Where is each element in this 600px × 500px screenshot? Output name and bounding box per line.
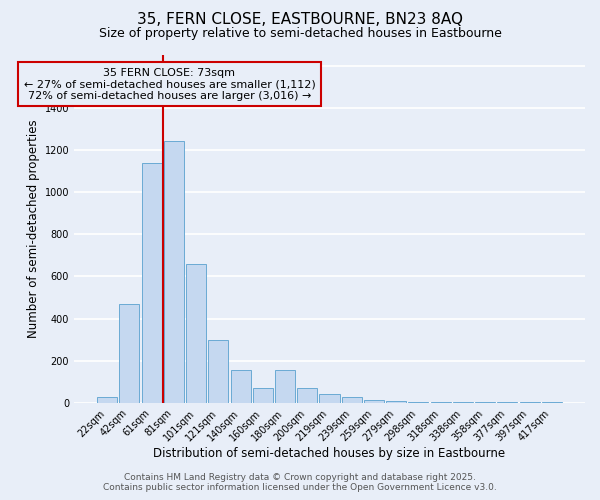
Bar [297, 388, 317, 403]
Bar [208, 340, 229, 403]
Bar [186, 264, 206, 403]
Bar [475, 402, 495, 403]
X-axis label: Distribution of semi-detached houses by size in Eastbourne: Distribution of semi-detached houses by … [154, 447, 506, 460]
Y-axis label: Number of semi-detached properties: Number of semi-detached properties [28, 120, 40, 338]
Bar [253, 388, 273, 403]
Text: 35 FERN CLOSE: 73sqm
← 27% of semi-detached houses are smaller (1,112)
72% of se: 35 FERN CLOSE: 73sqm ← 27% of semi-detac… [23, 68, 316, 101]
Bar [386, 401, 406, 403]
Bar [431, 402, 451, 403]
Bar [230, 370, 251, 403]
Bar [497, 402, 517, 403]
Bar [409, 402, 428, 403]
Bar [119, 304, 139, 403]
Bar [97, 396, 117, 403]
Text: Contains HM Land Registry data © Crown copyright and database right 2025.
Contai: Contains HM Land Registry data © Crown c… [103, 473, 497, 492]
Text: 35, FERN CLOSE, EASTBOURNE, BN23 8AQ: 35, FERN CLOSE, EASTBOURNE, BN23 8AQ [137, 12, 463, 28]
Bar [275, 370, 295, 403]
Bar [142, 162, 161, 403]
Bar [342, 396, 362, 403]
Bar [453, 402, 473, 403]
Bar [364, 400, 384, 403]
Bar [520, 402, 539, 403]
Bar [542, 402, 562, 403]
Bar [319, 394, 340, 403]
Bar [164, 142, 184, 403]
Text: Size of property relative to semi-detached houses in Eastbourne: Size of property relative to semi-detach… [98, 28, 502, 40]
